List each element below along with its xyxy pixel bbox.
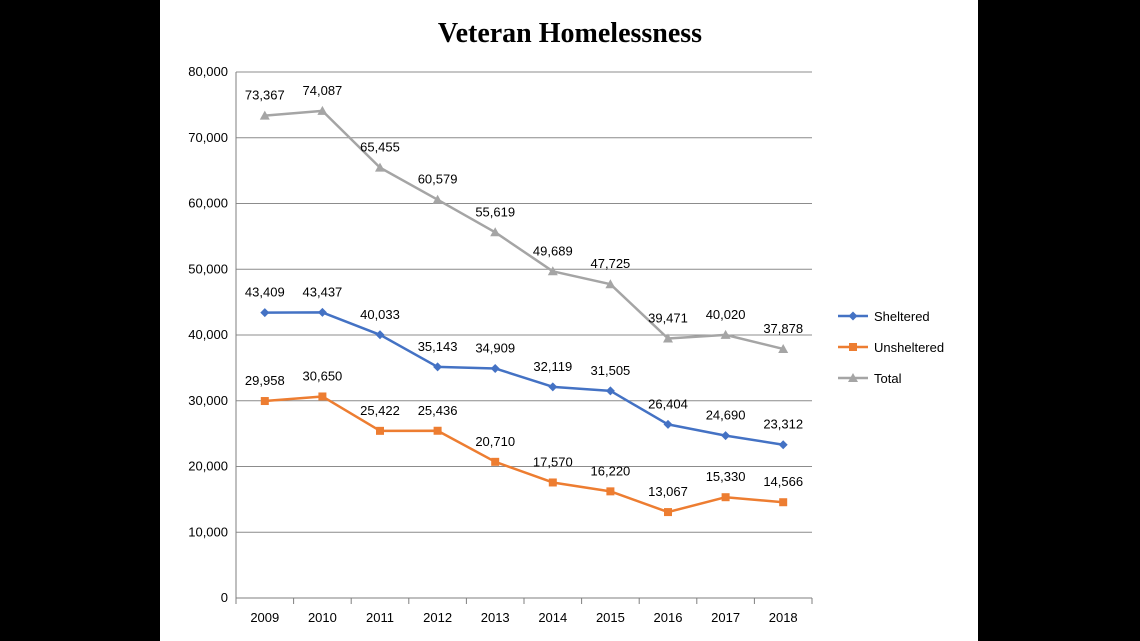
sheltered-data-label: 31,505	[591, 363, 631, 378]
total-point	[663, 333, 673, 343]
total-data-label: 47,725	[591, 256, 631, 271]
y-tick-label: 10,000	[188, 524, 228, 539]
x-tick-label: 2015	[596, 610, 625, 625]
total-data-label: 73,367	[245, 88, 285, 103]
total-data-label: 65,455	[360, 140, 400, 155]
sheltered-data-label: 35,143	[418, 339, 458, 354]
sheltered-point	[260, 308, 270, 318]
unsheltered-point	[433, 426, 442, 435]
sheltered-data-label: 34,909	[475, 340, 515, 355]
x-tick-label: 2011	[366, 610, 394, 625]
total-data-label: 60,579	[418, 172, 458, 187]
unsheltered-data-label: 29,958	[245, 373, 285, 388]
total-point	[490, 227, 501, 237]
legend-sheltered-label: Sheltered	[874, 309, 930, 324]
sheltered-point	[605, 386, 615, 396]
total-data-label: 74,087	[303, 83, 343, 98]
sheltered-data-label: 43,409	[245, 285, 285, 300]
series-layer	[259, 105, 789, 517]
unsheltered-point	[779, 498, 788, 507]
y-tick-label: 30,000	[188, 393, 228, 408]
total-point	[605, 279, 616, 289]
sheltered-point	[663, 419, 673, 429]
legend: Sheltered Unsheltered Total	[838, 309, 944, 386]
y-tick-label: 80,000	[188, 64, 228, 79]
unsheltered-point	[260, 397, 269, 406]
unsheltered-data-label: 15,330	[706, 469, 746, 484]
y-tick-label: 50,000	[188, 261, 228, 276]
sheltered-data-label: 40,033	[360, 307, 400, 322]
y-tick-label: 20,000	[188, 459, 228, 474]
y-axis-tick-labels: 0 10,000 20,000 30,000 40,000 50,000 60,000 70,…	[188, 64, 228, 605]
line-chart: Veteran Homelessness 0 10,000 20,000 30,000…	[188, 18, 944, 625]
x-tick-label: 2013	[481, 610, 510, 625]
x-tick-label: 2016	[654, 610, 683, 625]
x-tick-label: 2012	[423, 610, 452, 625]
y-tick-label: 70,000	[188, 130, 228, 145]
total-point	[547, 266, 558, 276]
sheltered-data-label: 32,119	[533, 359, 572, 374]
total-point	[317, 105, 328, 115]
gridlines	[236, 71, 812, 533]
sheltered-data-label: 43,437	[303, 284, 343, 299]
total-series-line	[264, 109, 784, 351]
legend-unsheltered-label: Unsheltered	[874, 340, 944, 355]
unsheltered-point	[721, 493, 730, 502]
legend-unsheltered-marker	[849, 343, 857, 351]
unsheltered-point	[491, 457, 500, 466]
y-tick-label: 60,000	[188, 196, 228, 211]
chart-panel: Veteran Homelessness 0 10,000 20,000 30,000…	[160, 0, 978, 641]
unsheltered-point	[664, 508, 672, 517]
chart-title: Veteran Homelessness	[438, 18, 702, 49]
sheltered-point	[490, 363, 500, 373]
unsheltered-data-label: 13,067	[648, 484, 688, 499]
sheltered-data-label: 26,404	[648, 396, 688, 411]
unsheltered-data-label: 17,570	[533, 454, 573, 469]
sheltered-data-label: 23,312	[763, 417, 803, 432]
total-data-label: 37,878	[763, 321, 803, 336]
y-tick-label: 0	[221, 590, 228, 605]
legend-sheltered-marker	[848, 311, 858, 321]
total-point	[720, 329, 731, 339]
unsheltered-series-line	[264, 395, 784, 514]
unsheltered-point	[376, 426, 384, 435]
sheltered-point	[548, 382, 558, 392]
data-labels: 43,409 43,437 40,033 35,143 34,909 32,119 31,5…	[245, 83, 803, 499]
x-tick-label: 2014	[538, 610, 567, 625]
unsheltered-data-label: 25,422	[360, 403, 400, 418]
total-data-label: 39,471	[648, 310, 688, 325]
unsheltered-data-label: 30,650	[303, 368, 343, 383]
sheltered-point	[317, 307, 327, 317]
y-tick-label: 40,000	[188, 327, 228, 342]
total-data-label: 40,020	[706, 307, 746, 322]
legend-total-marker	[848, 373, 858, 382]
x-axis: 2009 2010 2011 2012 2013 2014 2015 2016 2017 2018	[235, 72, 813, 625]
legend-total-label: Total	[874, 371, 902, 386]
unsheltered-point	[318, 392, 327, 401]
sheltered-point	[778, 440, 788, 450]
x-tick-label: 2010	[308, 610, 337, 625]
x-tick-label: 2009	[250, 610, 279, 625]
total-point	[259, 110, 270, 120]
unsheltered-point	[606, 487, 615, 496]
unsheltered-data-label: 14,566	[763, 474, 803, 489]
sheltered-point	[375, 330, 385, 340]
sheltered-point	[433, 362, 443, 372]
sheltered-data-label: 24,690	[706, 408, 746, 423]
x-tick-label: 2017	[711, 610, 740, 625]
total-data-label: 49,689	[533, 243, 573, 258]
sheltered-point	[721, 431, 731, 441]
unsheltered-data-label: 16,220	[591, 463, 631, 478]
total-point	[432, 194, 443, 204]
x-tick-label: 2018	[769, 610, 798, 625]
unsheltered-data-label: 20,710	[475, 434, 515, 449]
total-data-label: 55,619	[475, 204, 515, 219]
unsheltered-point	[548, 478, 557, 487]
total-point	[375, 162, 385, 172]
sheltered-series-line	[264, 311, 784, 446]
total-point	[778, 343, 789, 353]
unsheltered-data-label: 25,436	[418, 403, 458, 418]
